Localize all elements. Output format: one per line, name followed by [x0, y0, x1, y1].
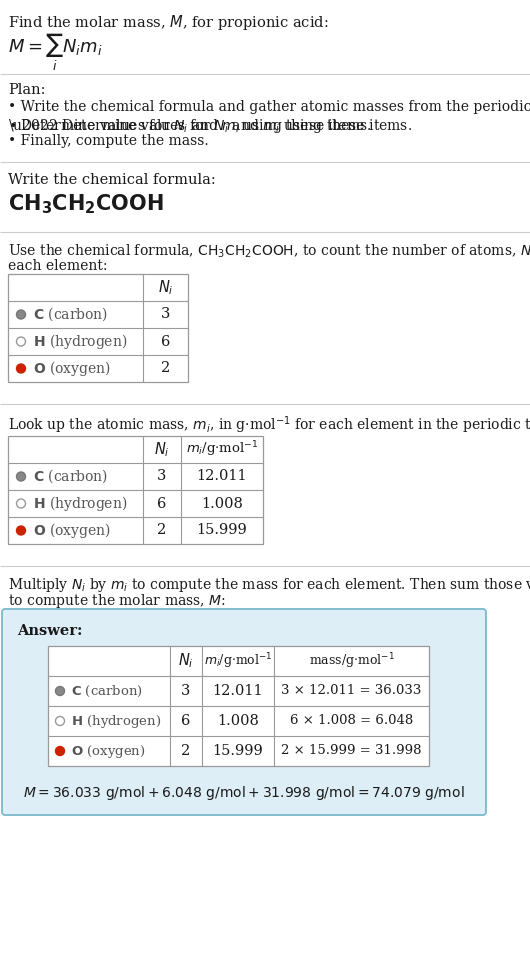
Text: 3: 3: [181, 684, 191, 698]
Text: Answer:: Answer:: [17, 624, 83, 638]
Text: Plan:: Plan:: [8, 83, 46, 97]
Text: 6: 6: [157, 497, 167, 510]
Text: • Finally, compute the mass.: • Finally, compute the mass.: [8, 134, 209, 148]
Text: $M = \sum_i N_i m_i$: $M = \sum_i N_i m_i$: [8, 32, 102, 73]
Circle shape: [16, 499, 25, 508]
Bar: [8, 436, 263, 544]
Circle shape: [16, 364, 25, 373]
Text: $\mathbf{H}$ (hydrogen): $\mathbf{H}$ (hydrogen): [33, 332, 127, 351]
Text: $\mathbf{O}$ (oxygen): $\mathbf{O}$ (oxygen): [33, 521, 111, 540]
Text: $\mathbf{C}$ (carbon): $\mathbf{C}$ (carbon): [71, 684, 143, 698]
Circle shape: [16, 310, 25, 319]
Text: 2: 2: [157, 524, 166, 537]
Circle shape: [16, 337, 25, 346]
Text: to compute the molar mass, $M$:: to compute the molar mass, $M$:: [8, 592, 226, 610]
Text: $m_i$/g$\cdot$mol$^{-1}$: $m_i$/g$\cdot$mol$^{-1}$: [204, 651, 272, 670]
Text: \u2022 Determine values for $N_i$ and $m_i$ using these items.: \u2022 Determine values for $N_i$ and $m…: [8, 117, 412, 135]
Text: Find the molar mass, $M$, for propionic acid:: Find the molar mass, $M$, for propionic …: [8, 13, 329, 32]
Circle shape: [16, 526, 25, 535]
Text: Look up the atomic mass, $m_i$, in g$\cdot$mol$^{-1}$ for each element in the pe: Look up the atomic mass, $m_i$, in g$\cd…: [8, 414, 530, 436]
Text: 12.011: 12.011: [197, 469, 248, 484]
Text: 15.999: 15.999: [213, 744, 263, 758]
Text: $\mathbf{O}$ (oxygen): $\mathbf{O}$ (oxygen): [33, 359, 111, 378]
Bar: [8, 274, 188, 382]
Text: 1.008: 1.008: [217, 714, 259, 728]
Bar: [48, 646, 429, 766]
Text: 2 × 15.999 = 31.998: 2 × 15.999 = 31.998: [281, 745, 422, 757]
Text: $\mathbf{H}$ (hydrogen): $\mathbf{H}$ (hydrogen): [71, 713, 161, 729]
Text: $m_i$/g$\cdot$mol$^{-1}$: $m_i$/g$\cdot$mol$^{-1}$: [186, 440, 258, 459]
Text: Write the chemical formula:: Write the chemical formula:: [8, 173, 216, 187]
Text: 6 × 1.008 = 6.048: 6 × 1.008 = 6.048: [290, 715, 413, 727]
Text: $\mathbf{C}$ (carbon): $\mathbf{C}$ (carbon): [33, 468, 108, 485]
Text: • Write the chemical formula and gather atomic masses from the periodic table.: • Write the chemical formula and gather …: [8, 100, 530, 114]
Text: 1.008: 1.008: [201, 497, 243, 510]
Circle shape: [56, 687, 65, 696]
Text: 2: 2: [161, 361, 170, 376]
Text: 2: 2: [181, 744, 191, 758]
Text: 6: 6: [181, 714, 191, 728]
Circle shape: [16, 472, 25, 481]
Text: each element:: each element:: [8, 259, 108, 273]
Text: 15.999: 15.999: [197, 524, 248, 537]
Text: 6: 6: [161, 334, 170, 349]
Text: $N_i$: $N_i$: [157, 278, 173, 297]
Text: 3: 3: [157, 469, 167, 484]
Circle shape: [56, 747, 65, 755]
Text: • Determine values for $N_i$ and $m_i$ using these items.: • Determine values for $N_i$ and $m_i$ u…: [8, 117, 372, 135]
Text: Multiply $N_i$ by $m_i$ to compute the mass for each element. Then sum those val: Multiply $N_i$ by $m_i$ to compute the m…: [8, 576, 530, 594]
Text: mass/g$\cdot$mol$^{-1}$: mass/g$\cdot$mol$^{-1}$: [308, 651, 394, 670]
Text: $\mathbf{H}$ (hydrogen): $\mathbf{H}$ (hydrogen): [33, 494, 127, 513]
Text: 3 × 12.011 = 36.033: 3 × 12.011 = 36.033: [281, 685, 422, 697]
Text: $M = 36.033\ \mathrm{g/mol} + 6.048\ \mathrm{g/mol} + 31.998\ \mathrm{g/mol} = 7: $M = 36.033\ \mathrm{g/mol} + 6.048\ \ma…: [23, 784, 465, 802]
FancyBboxPatch shape: [2, 609, 486, 815]
Text: $N_i$: $N_i$: [178, 652, 194, 670]
Text: Use the chemical formula, $\mathrm{CH_3CH_2COOH}$, to count the number of atoms,: Use the chemical formula, $\mathrm{CH_3C…: [8, 243, 530, 261]
Text: 3: 3: [161, 307, 170, 322]
Text: $\mathbf{CH_3CH_2COOH}$: $\mathbf{CH_3CH_2COOH}$: [8, 192, 164, 215]
Text: $\mathbf{O}$ (oxygen): $\mathbf{O}$ (oxygen): [71, 743, 146, 759]
Text: 12.011: 12.011: [213, 684, 263, 698]
Circle shape: [56, 717, 65, 725]
Text: $N_i$: $N_i$: [154, 440, 170, 459]
Text: $\mathbf{C}$ (carbon): $\mathbf{C}$ (carbon): [33, 305, 108, 324]
